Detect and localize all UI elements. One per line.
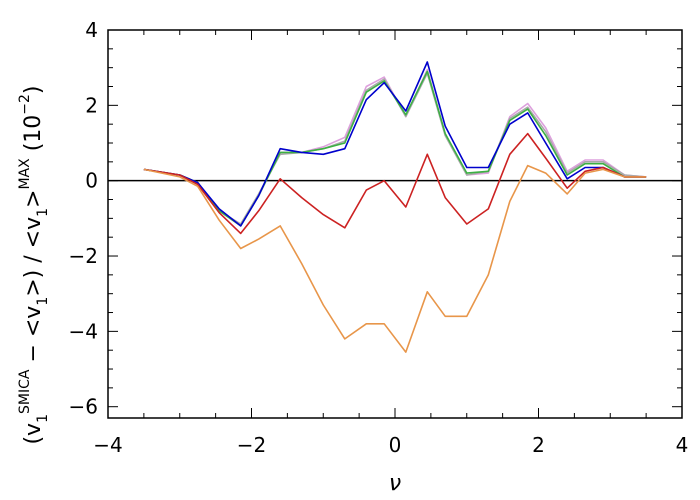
y-axis-label-unit-open: (10 (21, 115, 46, 159)
x-tick-label: −2 (237, 433, 266, 457)
y-axis-label: (v1SMICA − <v1>) / <v1>MAX (10−2) (17, 85, 51, 444)
y-axis-label-sup2: MAX (17, 158, 33, 190)
y-axis-label-open: (v (21, 423, 46, 445)
y-axis-label-mid2: >) / <v (21, 217, 46, 297)
y-tick-label: −4 (69, 319, 98, 343)
series-line-4 (143, 61, 647, 227)
y-axis-label-unit-close: ) (21, 85, 46, 94)
y-axis-label-sub3: 1 (35, 208, 51, 217)
y-tick-label: −2 (69, 244, 98, 268)
x-tick-label: −4 (93, 433, 122, 457)
y-axis-label-sub2: 1 (35, 297, 51, 306)
y-axis-label-gt: > (21, 190, 46, 208)
plot-frame (107, 29, 683, 419)
series-line-6 (143, 164, 647, 353)
y-axis-label-mid: − <v (21, 306, 46, 370)
y-tick-label: 2 (85, 93, 98, 117)
x-axis-label: ν (389, 471, 401, 496)
series-line-1 (143, 68, 647, 227)
y-tick-label: 0 (85, 169, 98, 193)
series-line-2 (143, 72, 647, 225)
y-axis-label-sup1: SMICA (17, 369, 33, 414)
x-tick-label: 0 (389, 433, 402, 457)
x-tick-label: 4 (676, 433, 689, 457)
x-tick-label: 2 (532, 433, 545, 457)
y-axis-label-unit-exp: −2 (17, 94, 33, 115)
y-tick-label: 4 (85, 18, 98, 42)
series-line-5 (143, 132, 647, 235)
y-tick-label: −6 (69, 395, 98, 419)
y-axis-label-sub1: 1 (35, 414, 51, 423)
series-line-3 (143, 70, 647, 227)
